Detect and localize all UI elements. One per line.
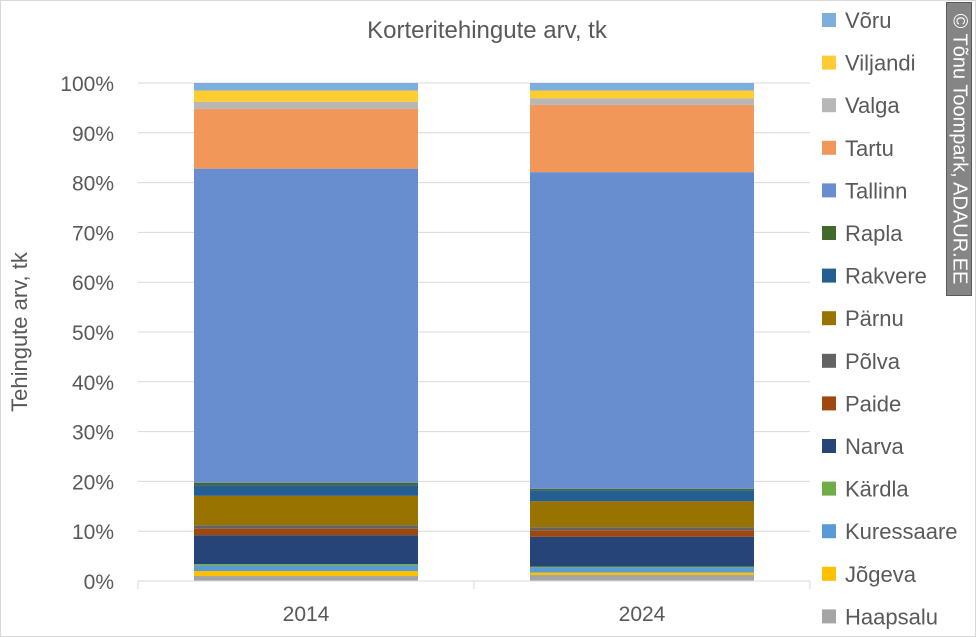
legend-label: Paide (845, 391, 901, 416)
bar-segment-rapla (194, 482, 418, 486)
legend-label: Võru (845, 8, 891, 33)
legend-swatch (822, 268, 836, 283)
bar-segment-kärdla (530, 566, 754, 568)
bar-segment-haapsalu (530, 575, 754, 581)
legend-label: Kuressaare (845, 519, 958, 544)
legend-label: Jõgeva (845, 562, 917, 587)
legend-swatch (822, 566, 836, 581)
y-axis-tick-labels: 0% 10% 20% 30% 40% 50% 60% 70% 80% 90% 100% (60, 73, 114, 594)
legend-label: Kärdla (845, 477, 909, 502)
legend-swatch (822, 98, 836, 113)
legend-swatch (822, 140, 836, 155)
bar-segment-võru (194, 83, 418, 91)
x-tick-label: 2014 (283, 603, 330, 626)
legend-label: Viljandi (845, 51, 916, 76)
y-tick-label: 40% (72, 372, 114, 395)
bar-segment-pärnu (530, 501, 754, 528)
bar-segment-kuressaare (530, 567, 754, 573)
bar-segment-viljandi (530, 90, 754, 99)
bar-segment-viljandi (194, 90, 418, 102)
legend-swatch (822, 524, 836, 539)
legend-swatch (822, 226, 836, 240)
bar-segment-kuressaare (194, 565, 418, 572)
legend-swatch (822, 609, 836, 624)
legend-swatch (822, 311, 836, 326)
copyright-watermark: © Tõnu Toompark, ADAUR.EE (946, 2, 972, 296)
legend-swatch (822, 183, 836, 198)
bar-segment-rapla (530, 488, 754, 491)
legend-label: Rapla (845, 221, 903, 246)
legend-label: Pärnu (845, 306, 904, 331)
bar-segment-jõgeva (530, 572, 754, 576)
bar-segment-valga (194, 101, 418, 109)
bar-segment-tartu (194, 108, 418, 169)
legend-swatch (822, 396, 836, 411)
y-axis-label: Tehingute arv, tk (7, 251, 32, 412)
legend: Võru Viljandi Valga Tartu Tallinn Rapla Rakver… (822, 8, 958, 629)
bar-segment-põlva (530, 527, 754, 531)
bar-segment-rakvere (530, 490, 754, 502)
chart-title: Korteritehingute arv, tk (367, 17, 608, 44)
bar-segment-paide (530, 530, 754, 537)
bar-segment-jõgeva (194, 571, 418, 577)
bar-segment-tallinn (194, 168, 418, 483)
legend-label: Põlva (845, 349, 901, 374)
legend-label: Tallinn (845, 178, 907, 203)
bar-segment-haapsalu (194, 576, 418, 581)
legend-label: Haapsalu (845, 604, 938, 629)
legend-label: Tartu (845, 136, 894, 161)
bar-segment-paide (194, 528, 418, 536)
y-tick-label: 20% (72, 471, 114, 494)
bar-segment-tallinn (530, 172, 754, 489)
y-tick-label: 30% (72, 422, 114, 445)
y-tick-label: 10% (72, 521, 114, 544)
legend-swatch (822, 481, 836, 496)
y-tick-label: 60% (72, 272, 114, 295)
legend-swatch (822, 55, 836, 70)
legend-swatch (822, 353, 836, 368)
bar-segment-kärdla (194, 564, 418, 566)
bar-segment-narva (194, 535, 418, 565)
legend-label: Valga (845, 93, 900, 118)
watermark-text: © Tõnu Toompark, ADAUR.EE (948, 13, 971, 285)
x-tick-label: 2024 (619, 603, 666, 626)
bar-segment-narva (530, 536, 754, 567)
bar-segment-tartu (530, 104, 754, 173)
legend-swatch (822, 13, 836, 27)
y-tick-label: 50% (72, 322, 114, 345)
y-tick-label: 90% (72, 123, 114, 146)
legend-label: Narva (845, 434, 904, 459)
bar-segment-rakvere (194, 485, 418, 496)
bar-segment-põlva (194, 525, 418, 529)
y-tick-label: 100% (60, 73, 114, 96)
y-tick-label: 0% (84, 571, 114, 594)
legend-label: Rakvere (845, 264, 927, 289)
bar-segment-võru (530, 83, 754, 91)
bar-segment-valga (530, 98, 754, 105)
y-tick-label: 80% (72, 173, 114, 196)
legend-swatch (822, 439, 836, 453)
y-tick-label: 70% (72, 222, 114, 245)
x-axis: 2014 2024 (137, 580, 811, 626)
bars (194, 83, 754, 581)
bar-segment-pärnu (194, 495, 418, 526)
